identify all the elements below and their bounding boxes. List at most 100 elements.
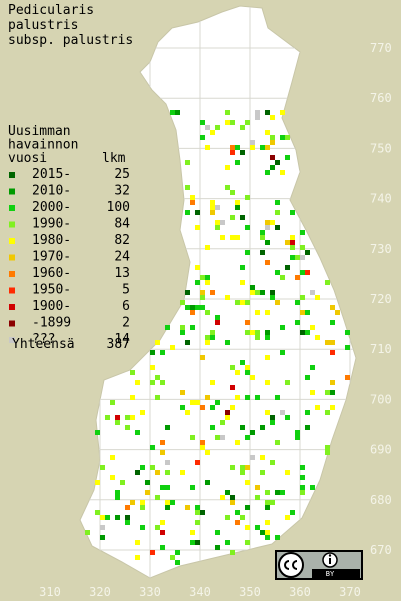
- observation-square: [225, 515, 230, 520]
- legend-label: 2015-: [32, 167, 71, 182]
- observation-square: [135, 380, 140, 385]
- observation-square: [125, 520, 130, 525]
- observation-square: [300, 270, 305, 275]
- observation-square: [295, 320, 300, 325]
- observation-square: [335, 310, 340, 315]
- observation-square: [255, 290, 260, 295]
- observation-square: [125, 505, 130, 510]
- observation-square: [295, 300, 300, 305]
- observation-square: [260, 250, 265, 255]
- legend-label: 2000-: [32, 200, 71, 215]
- legend-count: 14: [114, 332, 130, 347]
- observation-square: [240, 360, 245, 365]
- observation-square: [145, 480, 150, 485]
- observation-square: [210, 330, 215, 335]
- observation-square: [215, 320, 220, 325]
- y-tick-label: 700: [370, 392, 392, 406]
- observation-square: [270, 140, 275, 145]
- title-line: palustris: [8, 18, 78, 33]
- legend-label: 1980-: [32, 233, 71, 248]
- observation-square: [285, 515, 290, 520]
- observation-square: [190, 310, 195, 315]
- observation-square: [230, 365, 235, 370]
- y-tick-label: 710: [370, 342, 392, 356]
- observation-square: [275, 210, 280, 215]
- observation-square: [245, 540, 250, 545]
- observation-square: [300, 330, 305, 335]
- observation-square: [160, 450, 165, 455]
- observation-square: [330, 320, 335, 325]
- y-tick-label: 770: [370, 41, 392, 55]
- observation-square: [205, 335, 210, 340]
- y-tick-label: 740: [370, 192, 392, 206]
- observation-square: [115, 415, 120, 420]
- legend-label: 1970-: [32, 250, 71, 265]
- legend-swatch: [9, 221, 15, 228]
- observation-square: [235, 160, 240, 165]
- observation-square: [260, 290, 265, 295]
- observation-square: [165, 500, 170, 505]
- observation-square: [180, 330, 185, 335]
- observation-square: [280, 110, 285, 115]
- observation-square: [95, 480, 100, 485]
- observation-square: [180, 325, 185, 330]
- observation-square: [195, 510, 200, 515]
- observation-square: [170, 110, 175, 115]
- observation-square: [255, 395, 260, 400]
- y-tick-label: 750: [370, 141, 392, 155]
- observation-square: [215, 545, 220, 550]
- observation-square: [325, 410, 330, 415]
- observation-square: [230, 120, 235, 125]
- observation-square: [230, 550, 235, 555]
- observation-square: [245, 480, 250, 485]
- observation-square: [190, 195, 195, 200]
- observation-square: [240, 425, 245, 430]
- observation-square: [165, 425, 170, 430]
- by-head: [328, 554, 332, 557]
- observation-square: [300, 245, 305, 250]
- x-tick-label: 360: [289, 585, 311, 599]
- observation-square: [100, 465, 105, 470]
- legend-count: 25: [114, 167, 130, 182]
- observation-square: [120, 480, 125, 485]
- observation-square: [200, 355, 205, 360]
- observation-square: [135, 555, 140, 560]
- observation-square: [325, 390, 330, 395]
- y-tick-label: 670: [370, 543, 392, 557]
- observation-square: [235, 205, 240, 210]
- observation-square: [265, 500, 270, 505]
- observation-square: [205, 340, 210, 345]
- license-badge: BY: [275, 550, 363, 580]
- legend-swatch: [9, 271, 15, 277]
- observation-square: [150, 550, 155, 555]
- observation-square: [240, 215, 245, 220]
- legend-heading: vuosi: [8, 151, 47, 166]
- observation-square: [205, 145, 210, 150]
- observation-square: [130, 415, 135, 420]
- observation-square: [225, 410, 230, 415]
- observation-square: [210, 130, 215, 135]
- observation-square: [195, 400, 200, 405]
- observation-square: [315, 295, 320, 300]
- by-figure: [329, 558, 331, 564]
- legend-count: 6: [122, 299, 130, 314]
- observation-square: [155, 375, 160, 380]
- observation-square: [260, 145, 265, 150]
- observation-square: [290, 210, 295, 215]
- observation-square: [245, 395, 250, 400]
- observation-square: [165, 485, 170, 490]
- observation-square: [210, 405, 215, 410]
- observation-square: [255, 335, 260, 340]
- observation-square: [300, 490, 305, 495]
- observation-square: [245, 300, 250, 305]
- observation-square: [245, 320, 250, 325]
- legend-total: 387: [107, 337, 130, 352]
- observation-square: [215, 400, 220, 405]
- observation-square: [330, 340, 335, 345]
- observation-square: [250, 375, 255, 380]
- x-tick-label: 350: [239, 585, 261, 599]
- observation-square: [100, 525, 105, 530]
- legend-count: 13: [114, 266, 130, 281]
- observation-square: [240, 300, 245, 305]
- observation-square: [190, 200, 195, 205]
